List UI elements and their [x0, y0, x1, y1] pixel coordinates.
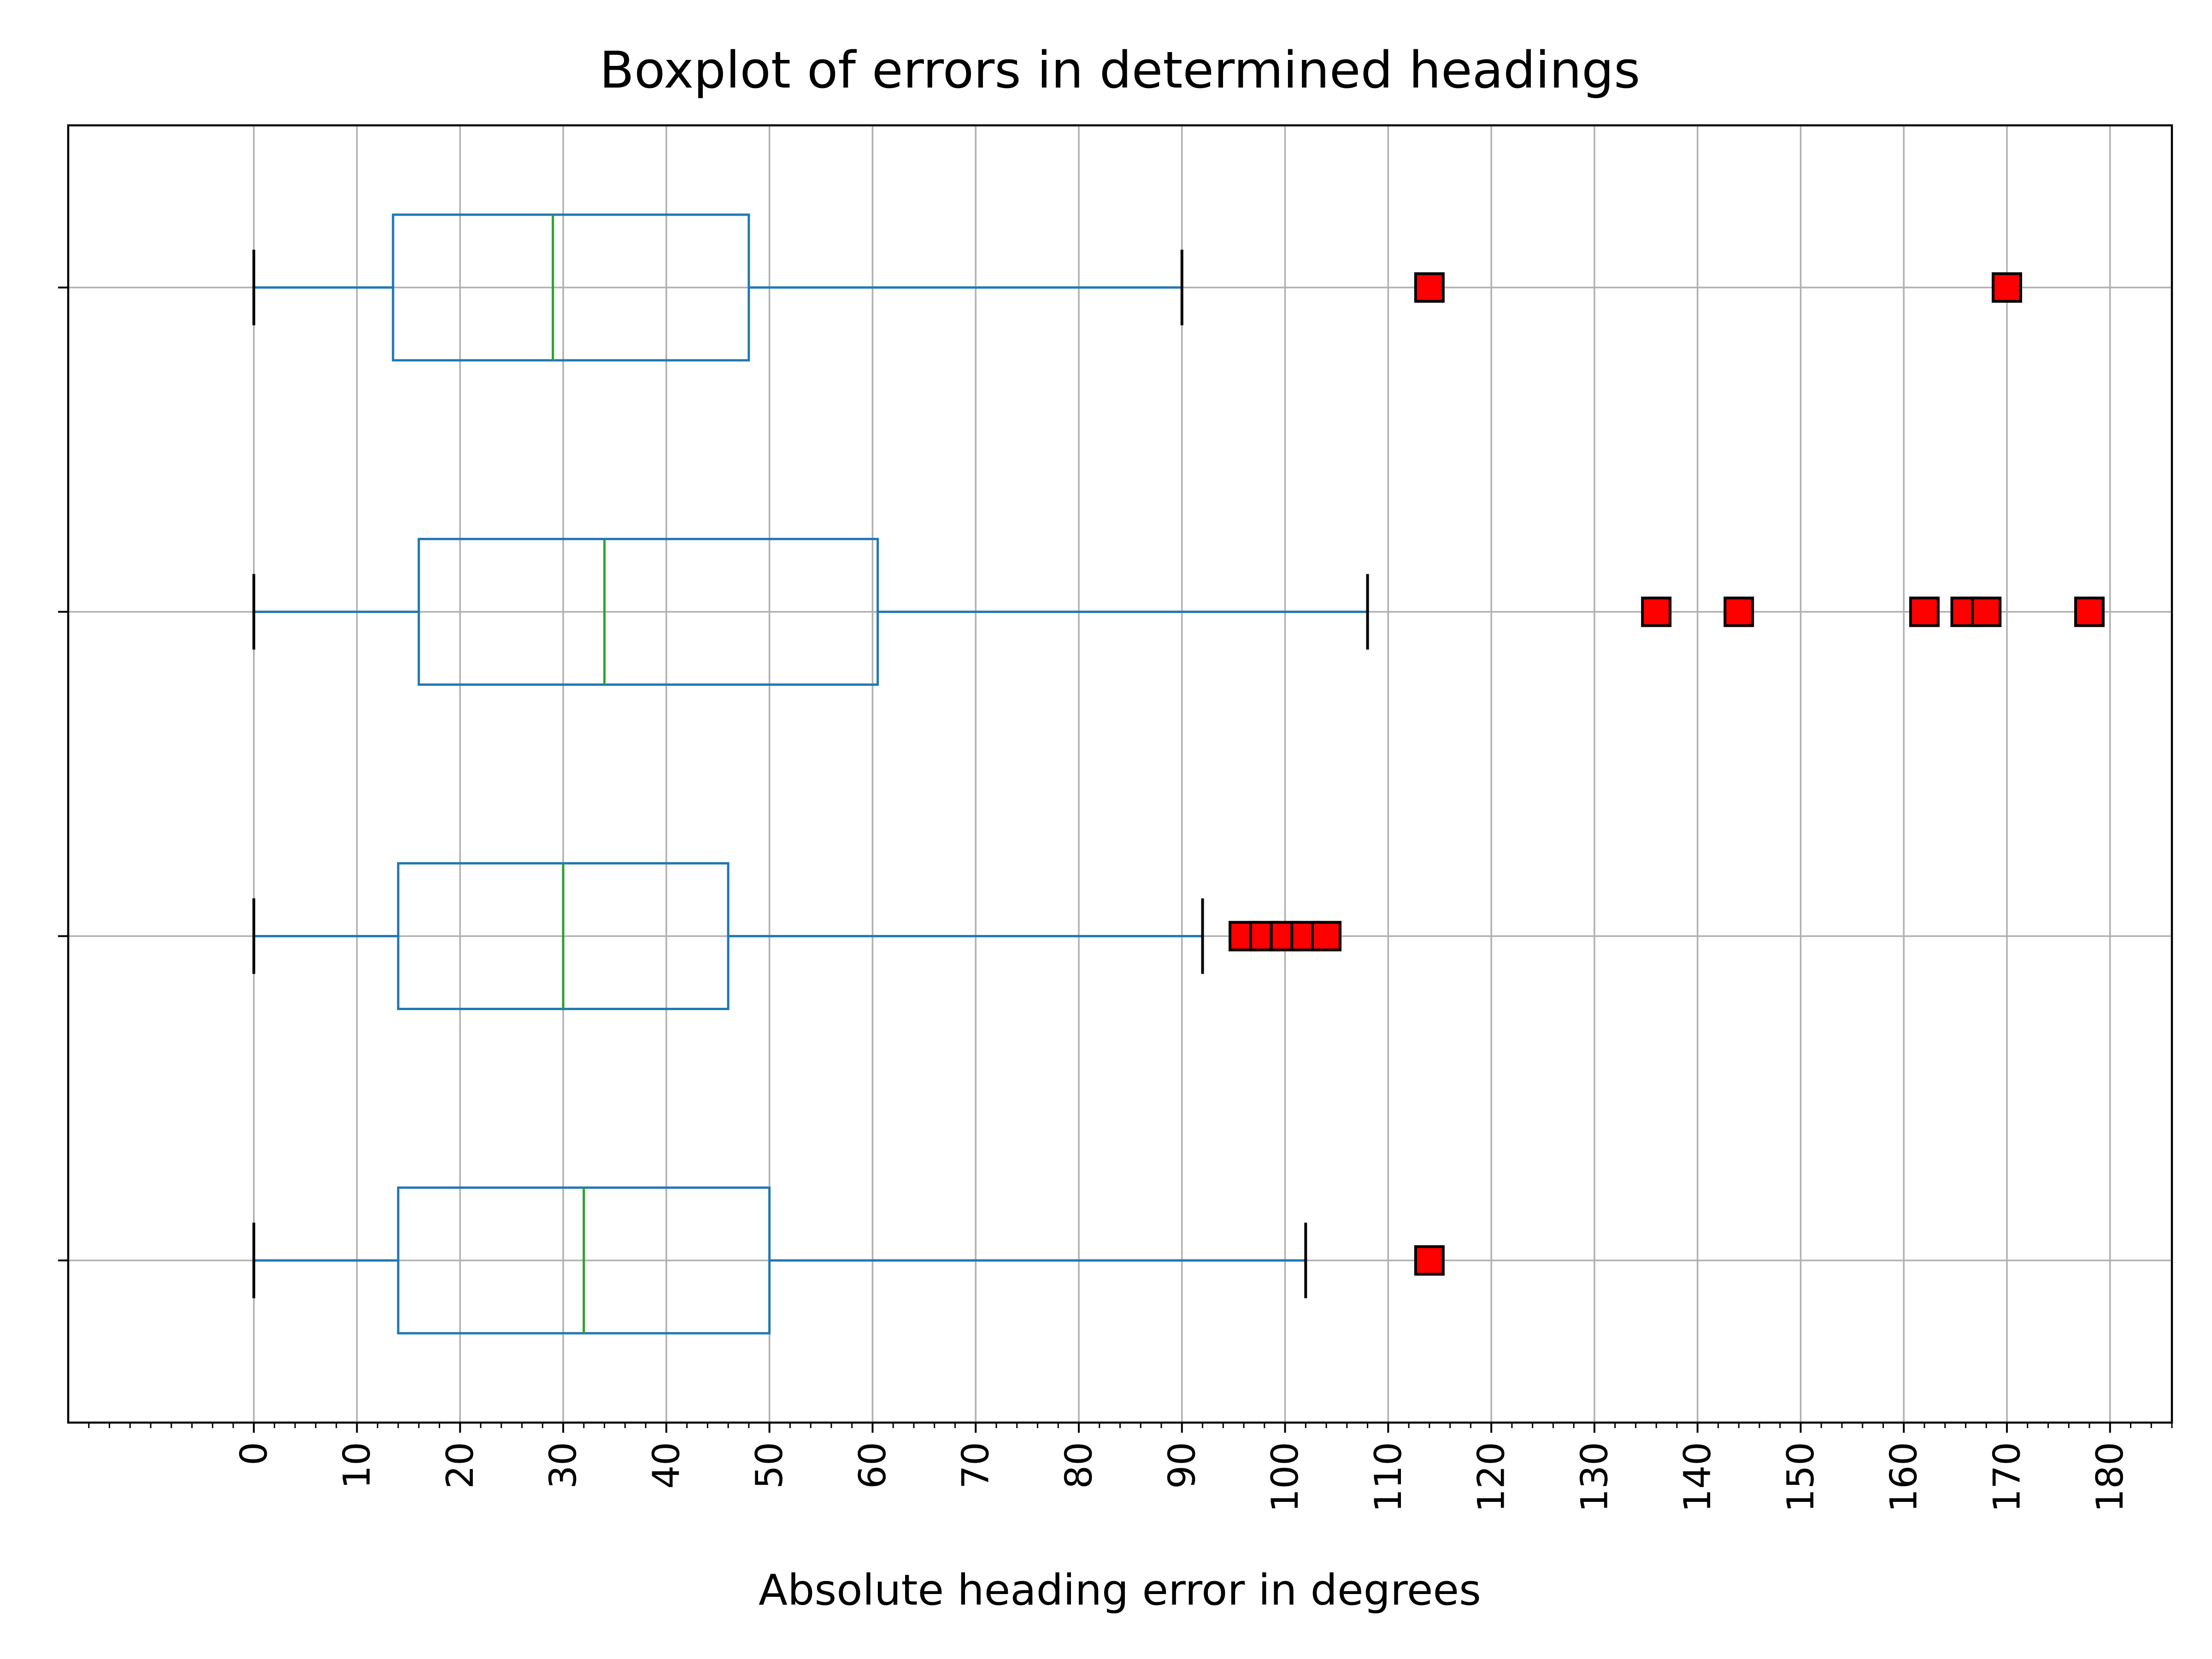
x-tick-label: 50	[748, 1442, 791, 1489]
x-tick-label: 70	[954, 1442, 997, 1489]
x-tick-label: 180	[2088, 1442, 2131, 1512]
outlier-marker	[1991, 272, 2022, 303]
outlier-marker	[2074, 596, 2105, 627]
grid-lines	[68, 125, 2172, 1423]
x-axis-label: Absolute heading error in degrees	[759, 1565, 1481, 1615]
outlier-marker	[1414, 272, 1445, 303]
x-tick-label: 130	[1573, 1442, 1616, 1512]
x-tick-label: 90	[1160, 1442, 1203, 1489]
x-tick-label: 0	[232, 1442, 275, 1465]
x-tick-label: 60	[851, 1442, 894, 1489]
y-axis	[58, 286, 68, 1262]
x-tick-label: 100	[1264, 1442, 1306, 1512]
outlier-marker	[1414, 1245, 1445, 1276]
outlier-marker	[1971, 596, 2002, 627]
x-tick-label: 40	[645, 1442, 688, 1489]
outlier-marker	[1724, 596, 1754, 627]
x-tick-label: 150	[1779, 1442, 1822, 1512]
box-group	[252, 213, 2022, 362]
x-tick-label: 110	[1367, 1442, 1410, 1512]
x-tick-label: 80	[1057, 1442, 1100, 1489]
outlier-marker	[1909, 596, 1940, 627]
x-tick-label: 140	[1676, 1442, 1719, 1512]
x-tick-label: 20	[439, 1442, 482, 1489]
x-tick-label: 120	[1470, 1442, 1513, 1512]
box-group	[252, 538, 2105, 686]
x-tick-label: 10	[335, 1442, 378, 1489]
boxes-layer	[252, 213, 2105, 1335]
iqr-box	[418, 538, 879, 686]
chart-title: Boxplot of errors in determined headings	[600, 41, 1641, 100]
iqr-box	[392, 213, 750, 362]
box-group	[252, 1186, 1445, 1335]
x-tick-label: 170	[1985, 1442, 2028, 1512]
x-tick-label: 30	[542, 1442, 585, 1489]
x-axis: 0 10 20 30 40 50 60 70 80 90 100 110 120 130 140 150 160…	[88, 1423, 2173, 1512]
box-group	[252, 862, 1342, 1010]
outlier-marker	[1641, 596, 1672, 627]
plot-frame	[67, 124, 2173, 1424]
outlier-marker	[1311, 921, 1342, 952]
x-tick-label: 160	[1883, 1442, 1925, 1512]
